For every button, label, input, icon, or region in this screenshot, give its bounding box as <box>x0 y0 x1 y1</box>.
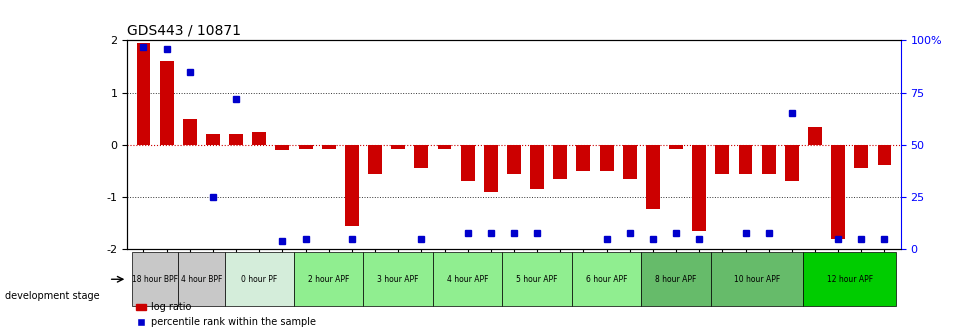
Bar <box>507 145 520 174</box>
Bar <box>715 145 729 174</box>
Bar <box>229 134 243 145</box>
Bar <box>530 145 544 189</box>
FancyBboxPatch shape <box>502 252 571 306</box>
Text: 10 hour APF: 10 hour APF <box>734 275 779 284</box>
Bar <box>414 145 427 168</box>
Bar <box>391 145 405 149</box>
Bar <box>830 145 844 239</box>
Bar <box>344 145 359 226</box>
FancyBboxPatch shape <box>641 252 710 306</box>
FancyBboxPatch shape <box>178 252 224 306</box>
Text: 3 hour APF: 3 hour APF <box>378 275 419 284</box>
Text: 6 hour APF: 6 hour APF <box>585 275 627 284</box>
Bar <box>205 134 220 145</box>
Bar <box>645 145 659 209</box>
Text: 8 hour APF: 8 hour APF <box>654 275 696 284</box>
Bar <box>784 145 798 181</box>
Bar <box>437 145 451 149</box>
FancyBboxPatch shape <box>224 252 293 306</box>
Bar <box>622 145 636 179</box>
Bar <box>807 127 822 145</box>
Bar <box>876 145 891 165</box>
FancyBboxPatch shape <box>293 252 363 306</box>
Bar <box>576 145 590 171</box>
Legend: log ratio, percentile rank within the sample: log ratio, percentile rank within the sa… <box>132 298 319 331</box>
Bar <box>553 145 566 179</box>
Bar <box>136 43 151 145</box>
Text: 4 hour APF: 4 hour APF <box>446 275 488 284</box>
Bar <box>183 119 197 145</box>
Text: 18 hour BPF: 18 hour BPF <box>132 275 178 284</box>
FancyBboxPatch shape <box>710 252 803 306</box>
Bar <box>600 145 613 171</box>
Text: 2 hour APF: 2 hour APF <box>308 275 349 284</box>
Bar <box>761 145 775 174</box>
FancyBboxPatch shape <box>571 252 641 306</box>
Bar <box>668 145 683 149</box>
Bar <box>461 145 474 181</box>
FancyBboxPatch shape <box>363 252 432 306</box>
Bar <box>252 132 266 145</box>
Text: GDS443 / 10871: GDS443 / 10871 <box>127 24 241 38</box>
FancyBboxPatch shape <box>432 252 502 306</box>
Bar <box>854 145 867 168</box>
FancyBboxPatch shape <box>132 252 178 306</box>
Bar <box>737 145 752 174</box>
Bar <box>368 145 381 174</box>
Bar <box>322 145 335 149</box>
FancyBboxPatch shape <box>803 252 895 306</box>
Bar <box>275 145 289 150</box>
Text: 0 hour PF: 0 hour PF <box>241 275 277 284</box>
Bar <box>691 145 705 231</box>
Bar <box>159 61 173 145</box>
Bar <box>298 145 312 149</box>
Text: development stage: development stage <box>5 291 100 301</box>
Text: 4 hour BPF: 4 hour BPF <box>181 275 222 284</box>
Text: 12 hour APF: 12 hour APF <box>825 275 872 284</box>
Text: 5 hour APF: 5 hour APF <box>515 275 557 284</box>
Bar <box>483 145 497 192</box>
